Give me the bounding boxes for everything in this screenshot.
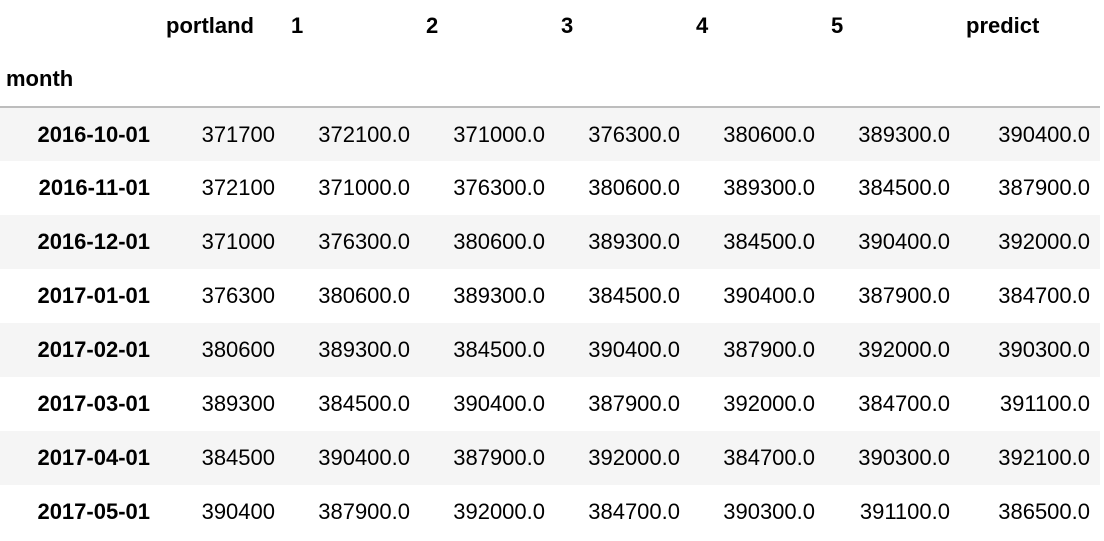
table-cell: 390400.0	[588, 337, 680, 362]
table-row: 2017-03-01 389300 384500.0 390400.0 387900.0…	[0, 377, 1100, 431]
table-cell: 390300.0	[858, 445, 950, 470]
table-cell: 384500.0	[318, 391, 410, 416]
index-name-header: month	[0, 52, 160, 108]
table-cell: 389300.0	[723, 175, 815, 200]
table-row: 2016-12-01 371000 376300.0 380600.0 389300.0…	[0, 215, 1100, 269]
table-row: 2017-04-01 384500 390400.0 387900.0 392000.0…	[0, 431, 1100, 485]
table-cell: 372100.0	[318, 121, 410, 147]
table-cell: 384500.0	[453, 337, 545, 362]
table-cell: 386500.0	[998, 499, 1090, 524]
table-cell: 390400.0	[453, 391, 545, 416]
table-cell: 387900.0	[588, 391, 680, 416]
table-cell: 380600.0	[453, 229, 545, 254]
table-cell: 380600	[201, 337, 275, 362]
table-header: portland 1 2 3 4 5 predict month	[0, 0, 1100, 108]
row-index-cell: 2016-12-01	[37, 229, 150, 254]
table-cell: 389300	[201, 391, 275, 416]
table-cell: 384700.0	[998, 283, 1090, 308]
column-header-3: 3	[561, 13, 574, 38]
table-cell: 384500.0	[858, 175, 950, 200]
table-cell: 371000.0	[453, 121, 545, 147]
table-cell: 389300.0	[453, 283, 545, 308]
table-cell: 384500.0	[723, 229, 815, 254]
table-cell: 387900.0	[318, 499, 410, 524]
table-cell: 392000.0	[998, 229, 1090, 254]
table-cell: 380600.0	[588, 175, 680, 200]
table-cell: 391100.0	[999, 391, 1090, 416]
table-cell: 392000.0	[588, 445, 680, 470]
table-cell: 376300.0	[318, 229, 410, 254]
header-blank-cell	[0, 0, 160, 52]
row-index-cell: 2017-02-01	[37, 337, 150, 362]
table-cell: 376300.0	[588, 121, 680, 147]
table-row: 2016-11-01 372100 371000.0 376300.0 380600.0…	[0, 161, 1100, 215]
table-cell: 384500.0	[588, 283, 680, 308]
table-row: 2016-10-01 371700 372100.0 371000.0 376300.0…	[0, 107, 1100, 161]
column-header-1: 1	[291, 13, 304, 38]
table-cell: 390400.0	[998, 121, 1090, 147]
table-cell: 380600.0	[723, 121, 815, 147]
table-cell: 371000	[201, 229, 275, 254]
row-index-cell: 2017-01-01	[37, 283, 150, 308]
column-header-predict: predict	[966, 13, 1040, 38]
table-cell: 384700.0	[858, 391, 950, 416]
table-cell: 387900.0	[723, 337, 815, 362]
column-header-5: 5	[831, 13, 844, 38]
column-header-row: portland 1 2 3 4 5 predict	[0, 0, 1100, 52]
table-cell: 380600.0	[318, 283, 410, 308]
table-cell: 376300	[201, 283, 275, 308]
table-cell: 390400.0	[318, 445, 410, 470]
table-cell: 392000.0	[723, 391, 815, 416]
table-cell: 391100.0	[859, 499, 950, 524]
row-index-cell: 2016-11-01	[38, 175, 150, 200]
table-cell: 371700	[201, 121, 275, 147]
table-cell: 387900.0	[998, 175, 1090, 200]
row-index-cell: 2017-04-01	[37, 445, 150, 470]
table-body: 2016-10-01 371700 372100.0 371000.0 376300.0…	[0, 107, 1100, 539]
column-header-4: 4	[696, 13, 709, 38]
table-row: 2017-01-01 376300 380600.0 389300.0 384500.0…	[0, 269, 1100, 323]
table-cell: 392000.0	[453, 499, 545, 524]
column-header-2: 2	[426, 13, 439, 38]
table-cell: 384500	[201, 445, 275, 470]
table-cell: 389300.0	[588, 229, 680, 254]
table-row: 2017-02-01 380600 389300.0 384500.0 390400.0…	[0, 323, 1100, 377]
table-cell: 390400.0	[858, 229, 950, 254]
table-cell: 390400.0	[723, 283, 815, 308]
table-cell: 390300.0	[723, 499, 815, 524]
row-index-cell: 2017-05-01	[37, 499, 150, 524]
table-cell: 390300.0	[998, 337, 1090, 362]
table-cell: 389300.0	[318, 337, 410, 362]
table-cell: 390400	[201, 499, 275, 524]
table-row: 2017-05-01 390400 387900.0 392000.0 384700.0…	[0, 485, 1100, 539]
index-name-row: month	[0, 52, 1100, 108]
table-cell: 392000.0	[858, 337, 950, 362]
table-cell: 387900.0	[453, 445, 545, 470]
table-cell: 372100	[201, 175, 275, 200]
table-cell: 384700.0	[588, 499, 680, 524]
column-header-portland: portland	[166, 13, 254, 38]
table-cell: 384700.0	[723, 445, 815, 470]
table-cell: 389300.0	[858, 121, 950, 147]
row-index-cell: 2017-03-01	[37, 391, 150, 416]
table-cell: 371000.0	[318, 175, 410, 200]
table-cell: 387900.0	[858, 283, 950, 308]
table-cell: 376300.0	[453, 175, 545, 200]
row-index-cell: 2016-10-01	[37, 121, 150, 147]
table-cell: 392100.0	[998, 445, 1090, 470]
